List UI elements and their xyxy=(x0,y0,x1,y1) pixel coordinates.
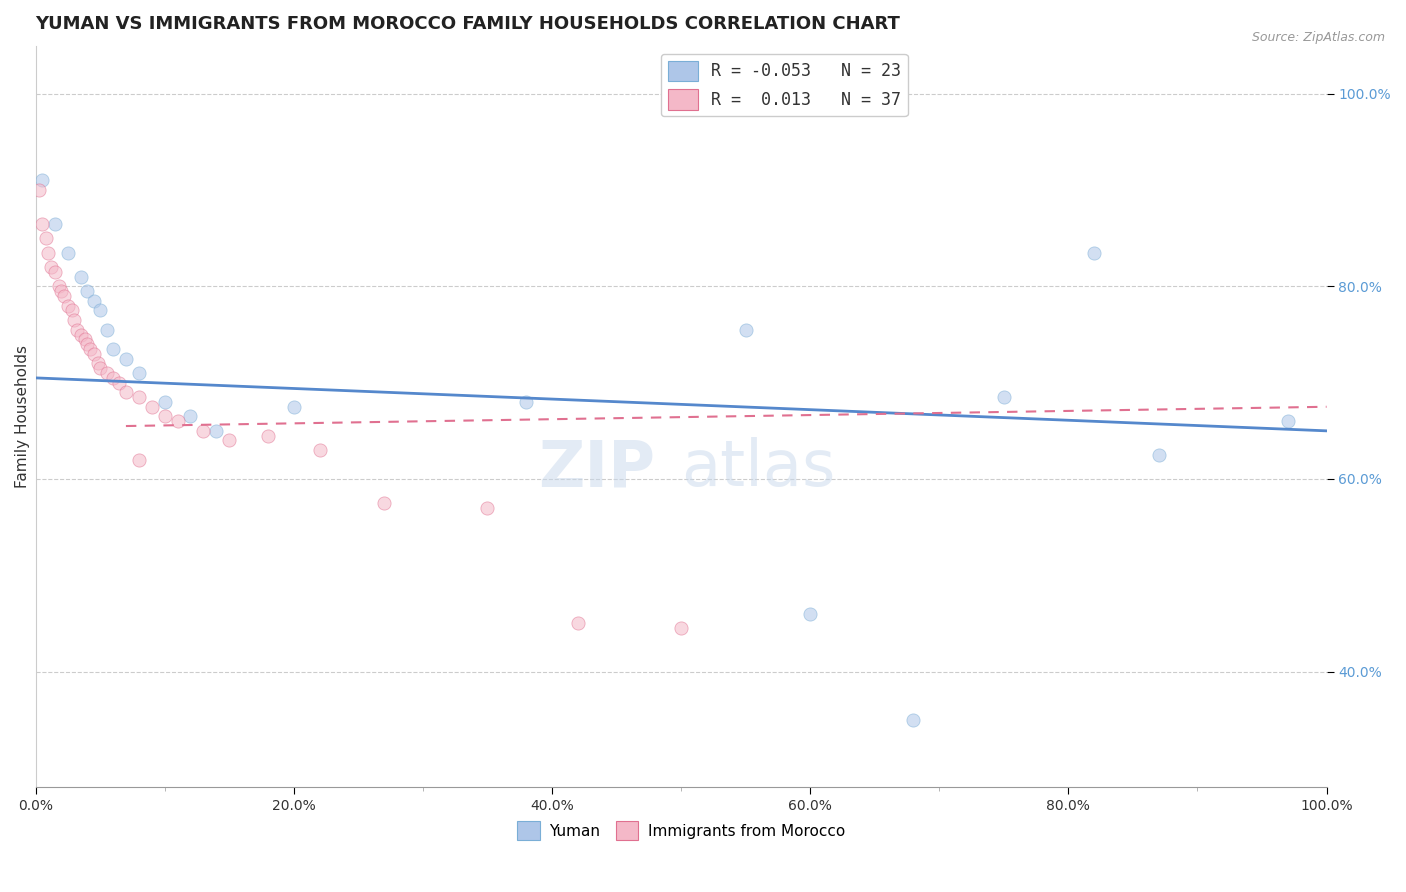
Point xyxy=(115,351,138,366)
Point xyxy=(567,616,589,631)
Point xyxy=(63,313,86,327)
Point xyxy=(73,332,96,346)
Point xyxy=(76,284,98,298)
Point xyxy=(96,366,118,380)
Point xyxy=(669,621,692,635)
Point xyxy=(52,289,75,303)
Point xyxy=(179,409,201,424)
Point xyxy=(283,400,305,414)
Point xyxy=(101,342,124,356)
Point xyxy=(83,347,105,361)
Point xyxy=(153,395,176,409)
Point xyxy=(993,390,1015,404)
Point xyxy=(903,713,925,727)
Text: atlas: atlas xyxy=(681,437,835,500)
Point xyxy=(515,395,537,409)
Point xyxy=(101,371,124,385)
Point xyxy=(31,217,53,231)
Point xyxy=(35,231,58,245)
Point xyxy=(128,366,150,380)
Point xyxy=(60,303,83,318)
Point xyxy=(153,409,176,424)
Point xyxy=(44,265,66,279)
Point xyxy=(66,323,89,337)
Point xyxy=(108,376,131,390)
Point xyxy=(48,279,70,293)
Point xyxy=(115,385,138,400)
Point xyxy=(96,323,118,337)
Point xyxy=(477,500,499,515)
Y-axis label: Family Households: Family Households xyxy=(15,345,30,488)
Point xyxy=(89,303,111,318)
Point xyxy=(31,173,53,187)
Point xyxy=(51,284,73,298)
Point xyxy=(83,293,105,308)
Point xyxy=(141,400,163,414)
Point xyxy=(39,260,62,274)
Point xyxy=(734,323,756,337)
Point xyxy=(166,414,188,428)
Point xyxy=(37,245,59,260)
Point xyxy=(69,327,91,342)
Point xyxy=(89,361,111,376)
Text: ZIP: ZIP xyxy=(538,437,655,500)
Point xyxy=(1147,448,1170,462)
Point xyxy=(76,337,98,351)
Text: Source: ZipAtlas.com: Source: ZipAtlas.com xyxy=(1251,31,1385,45)
Point xyxy=(69,269,91,284)
Point xyxy=(56,245,79,260)
Point xyxy=(1277,414,1299,428)
Point xyxy=(128,452,150,467)
Legend: Yuman, Immigrants from Morocco: Yuman, Immigrants from Morocco xyxy=(512,815,851,847)
Point xyxy=(218,434,240,448)
Point xyxy=(373,496,395,510)
Point xyxy=(1083,245,1105,260)
Point xyxy=(28,183,51,197)
Point xyxy=(193,424,215,438)
Point xyxy=(128,390,150,404)
Point xyxy=(56,299,79,313)
Point xyxy=(205,424,228,438)
Point xyxy=(44,217,66,231)
Point xyxy=(79,342,101,356)
Point xyxy=(86,356,108,370)
Point xyxy=(799,607,821,621)
Text: YUMAN VS IMMIGRANTS FROM MOROCCO FAMILY HOUSEHOLDS CORRELATION CHART: YUMAN VS IMMIGRANTS FROM MOROCCO FAMILY … xyxy=(35,15,900,33)
Point xyxy=(257,428,280,442)
Point xyxy=(308,443,330,458)
